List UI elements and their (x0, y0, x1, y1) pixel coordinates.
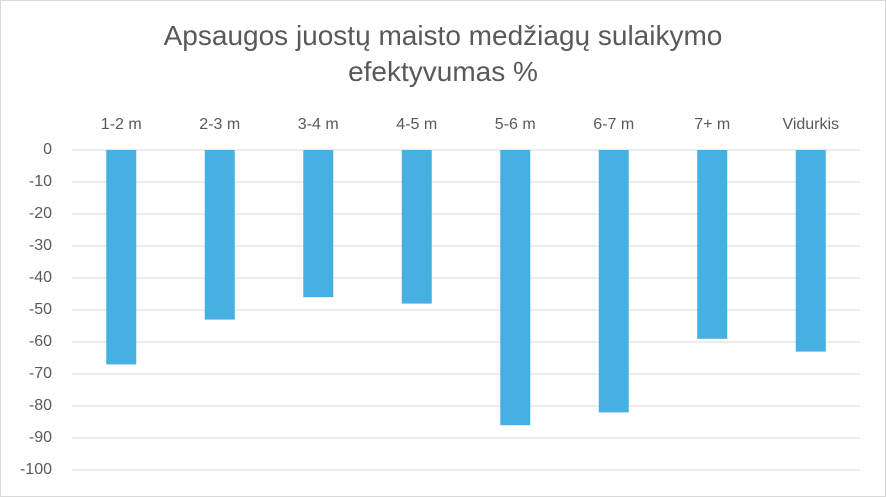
x-tick-label: 3-4 m (298, 116, 339, 133)
y-tick-label: -40 (29, 269, 52, 286)
bar (303, 150, 334, 298)
chart-title: Apsaugos juostų maisto medžiagų sulaikym… (163, 20, 723, 87)
y-tick-label: -80 (29, 397, 52, 414)
bar (500, 150, 531, 426)
y-tick-label: -20 (29, 205, 52, 222)
y-tick-label: -50 (29, 301, 52, 318)
bar (598, 150, 629, 413)
x-tick-label: 2-3 m (199, 116, 240, 133)
x-tick-label: 4-5 m (396, 116, 437, 133)
x-tick-label: 6-7 m (593, 116, 634, 133)
x-tick-label: 1-2 m (101, 116, 142, 133)
y-tick-label: -60 (29, 333, 52, 350)
y-tick-label: -10 (29, 173, 52, 190)
y-tick-label: -90 (29, 429, 52, 446)
y-tick-label: -70 (29, 365, 52, 382)
x-tick-label: Vidurkis (782, 116, 839, 133)
bar (204, 150, 235, 320)
y-tick-label: 0 (43, 141, 52, 158)
bar (401, 150, 432, 304)
y-tick-label: -30 (29, 237, 52, 254)
bar (697, 150, 728, 339)
x-tick-label: 7+ m (694, 116, 730, 133)
bar (106, 150, 137, 365)
x-tick-label: 5-6 m (495, 116, 536, 133)
y-tick-label: -100 (20, 461, 52, 478)
bar (795, 150, 826, 352)
